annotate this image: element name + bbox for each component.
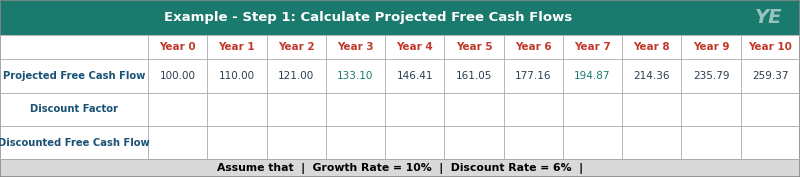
Text: Year 9: Year 9 (693, 42, 730, 52)
Text: 110.00: 110.00 (219, 71, 255, 81)
Text: Year 4: Year 4 (396, 42, 433, 52)
Text: 194.87: 194.87 (574, 71, 610, 81)
Text: Year 7: Year 7 (574, 42, 611, 52)
Text: Discount Factor: Discount Factor (30, 104, 118, 114)
Text: 146.41: 146.41 (397, 71, 433, 81)
Text: Year 10: Year 10 (749, 42, 792, 52)
Text: Projected Free Cash Flow: Projected Free Cash Flow (3, 71, 145, 81)
Text: Year 6: Year 6 (515, 42, 551, 52)
Text: Year 8: Year 8 (634, 42, 670, 52)
FancyBboxPatch shape (0, 159, 800, 177)
Text: YE: YE (755, 8, 782, 27)
Text: Year 3: Year 3 (337, 42, 374, 52)
Text: Discounted Free Cash Flow: Discounted Free Cash Flow (0, 138, 150, 148)
Text: Year 1: Year 1 (218, 42, 255, 52)
Text: 259.37: 259.37 (752, 71, 789, 81)
Text: 161.05: 161.05 (456, 71, 492, 81)
Text: 100.00: 100.00 (160, 71, 196, 81)
Text: 235.79: 235.79 (693, 71, 730, 81)
Text: Year 5: Year 5 (456, 42, 492, 52)
Text: Assume that  |  Growth Rate = 10%  |  Discount Rate = 6%  |: Assume that | Growth Rate = 10% | Discou… (217, 163, 583, 174)
Text: 214.36: 214.36 (634, 71, 670, 81)
FancyBboxPatch shape (0, 0, 800, 35)
Text: Year 0: Year 0 (159, 42, 196, 52)
Text: Year 2: Year 2 (278, 42, 314, 52)
Text: 177.16: 177.16 (515, 71, 551, 81)
Text: 121.00: 121.00 (278, 71, 314, 81)
Text: 133.10: 133.10 (338, 71, 374, 81)
Text: Example - Step 1: Calculate Projected Free Cash Flows: Example - Step 1: Calculate Projected Fr… (164, 11, 572, 24)
